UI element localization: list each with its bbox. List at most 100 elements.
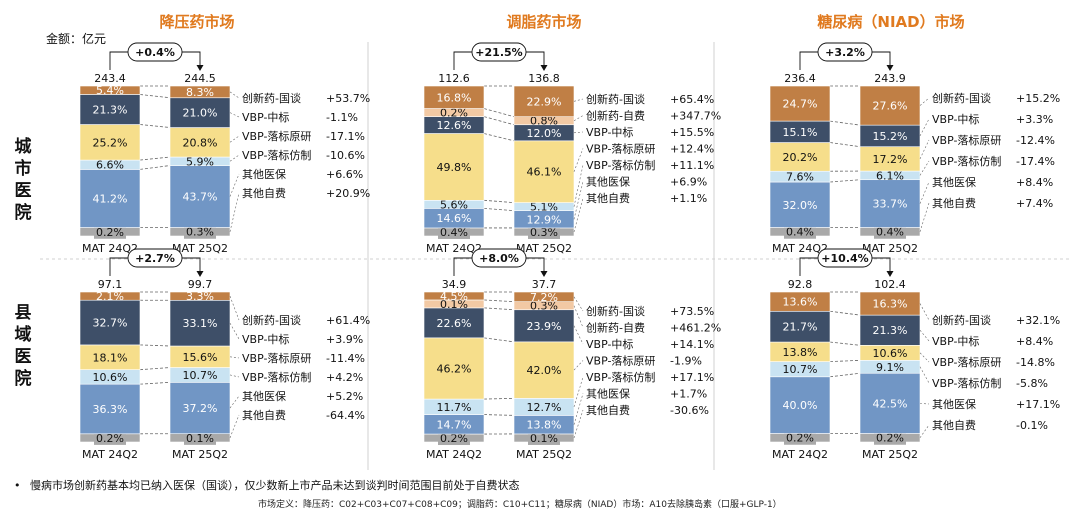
- value-label: 0.1%: [186, 432, 214, 445]
- legend-leader: [919, 139, 930, 160]
- value-label: 0.3%: [530, 226, 558, 239]
- value-label: 37.2%: [183, 402, 218, 415]
- total-label: 244.5: [184, 72, 216, 85]
- bar-segment-vbp_orig: [769, 142, 831, 172]
- legend-vbp_orig: VBP-落标原研: [242, 129, 311, 143]
- value-label-bg: [94, 224, 126, 239]
- category-label: MAT 24Q2: [772, 242, 828, 255]
- segment-connector: [139, 156, 171, 161]
- legend-leader: [573, 115, 584, 121]
- value-label: 33.1%: [183, 317, 218, 330]
- value-label: 32.7%: [93, 317, 128, 330]
- legend-innov_nego: 创新药-国谈: [932, 313, 991, 327]
- value-label: 46.2%: [437, 362, 472, 375]
- legend-leader: [919, 403, 930, 405]
- category-label: MAT 25Q2: [862, 242, 918, 255]
- value-label: 17.2%: [873, 153, 908, 166]
- value-label: 24.7%: [783, 98, 818, 111]
- category-label: MAT 24Q2: [82, 242, 138, 255]
- total-label: 236.4: [784, 72, 816, 85]
- segment-connector: [483, 307, 515, 311]
- legend-other_self: 其他自费: [932, 419, 976, 432]
- legend-leader: [919, 352, 930, 363]
- segment-connector: [483, 199, 515, 204]
- total-label: 102.4: [874, 278, 906, 291]
- value-label: 5.4%: [96, 84, 124, 97]
- bar-segment-vbp_orig: [423, 337, 485, 400]
- category-label: MAT 25Q2: [516, 448, 572, 461]
- bar-segment-other_ins: [169, 382, 231, 435]
- value-label-bg: [874, 224, 906, 239]
- legend-other_self: 其他自费: [932, 197, 976, 210]
- legend-leader: [573, 296, 584, 312]
- legend-other_ins: 其他医保: [586, 175, 630, 189]
- bar-segment-vbp_win: [513, 309, 575, 343]
- value-label: 8.3%: [186, 86, 214, 99]
- value-label: 46.1%: [527, 166, 562, 179]
- legend-innov_nego: 创新药-国谈: [586, 92, 645, 106]
- value-label: 20.8%: [183, 136, 218, 149]
- change-other_ins: +1.7%: [670, 388, 707, 401]
- value-label: 16.3%: [873, 298, 908, 311]
- legend-leader: [573, 98, 584, 102]
- value-label: 10.7%: [183, 369, 218, 382]
- value-label: 22.9%: [527, 95, 562, 108]
- value-label: 23.9%: [527, 320, 562, 333]
- value-label: 21.0%: [183, 107, 218, 120]
- value-label: 2.1%: [96, 290, 124, 303]
- category-label: MAT 25Q2: [516, 242, 572, 255]
- legend-leader: [919, 424, 930, 438]
- value-label: 43.7%: [183, 191, 218, 204]
- legend-leader: [919, 181, 930, 204]
- value-label-bg: [528, 224, 560, 239]
- legend-vbp_win: VBP-中标: [586, 337, 633, 351]
- change-other_self: +1.1%: [670, 192, 707, 205]
- change-vbp_win: +14.1%: [670, 338, 714, 351]
- change-other_self: +20.9%: [326, 187, 370, 200]
- growth-arrowhead: [540, 65, 548, 71]
- bar-segment-vbp_win: [169, 299, 231, 347]
- legend-leader: [229, 374, 240, 378]
- legend-other_ins: 其他医保: [586, 387, 630, 401]
- total-label: 99.7: [188, 278, 213, 291]
- row-label-county: 县域医院: [14, 303, 32, 389]
- legend-leader: [573, 181, 584, 220]
- legend-vbp_orig: VBP-落标原研: [932, 355, 1001, 369]
- legend-leader: [229, 135, 240, 143]
- value-label: 33.7%: [873, 198, 908, 211]
- change-innov_nego: +53.7%: [326, 92, 370, 105]
- category-label: MAT 24Q2: [426, 448, 482, 461]
- row-label-city: 城市医院: [14, 137, 32, 223]
- legend-other_ins: 其他医保: [932, 175, 976, 189]
- bar-segment-innov_nego: [423, 291, 485, 301]
- value-label: 42.0%: [527, 364, 562, 377]
- column-title: 调脂药市场: [506, 13, 581, 31]
- growth-badge: [127, 248, 183, 268]
- legend-other_self: 其他自费: [242, 409, 286, 422]
- value-label: 41.2%: [93, 192, 128, 205]
- legend-vbp_orig: VBP-落标原研: [586, 142, 655, 156]
- legend-vbp_win: VBP-中标: [586, 125, 633, 139]
- change-vbp_generic: +4.2%: [326, 371, 363, 384]
- value-label: 36.3%: [93, 403, 128, 416]
- change-innov_nego: +15.2%: [1016, 92, 1060, 105]
- segment-connector: [829, 179, 861, 183]
- value-label: 0.4%: [876, 226, 904, 239]
- value-label: 20.2%: [783, 151, 818, 164]
- value-label-bg: [438, 431, 470, 446]
- segment-connector: [829, 341, 861, 346]
- legend-leader: [919, 303, 930, 321]
- legend-vbp_generic: VBP-落标仿制: [586, 158, 655, 172]
- value-label: 0.1%: [530, 432, 558, 445]
- value-label: 13.6%: [783, 296, 818, 309]
- legend-innov_self: 创新药-自费: [586, 321, 645, 335]
- value-label: 0.2%: [96, 432, 124, 445]
- value-label: 12.7%: [527, 401, 562, 414]
- value-label: 21.7%: [783, 321, 818, 334]
- value-label: 0.2%: [440, 432, 468, 445]
- legend-vbp_orig: VBP-落标原研: [586, 354, 655, 368]
- change-other_self: -64.4%: [326, 409, 365, 422]
- change-vbp_win: +15.5%: [670, 126, 714, 139]
- change-innov_self: +347.7%: [670, 110, 721, 123]
- category-label: MAT 24Q2: [82, 448, 138, 461]
